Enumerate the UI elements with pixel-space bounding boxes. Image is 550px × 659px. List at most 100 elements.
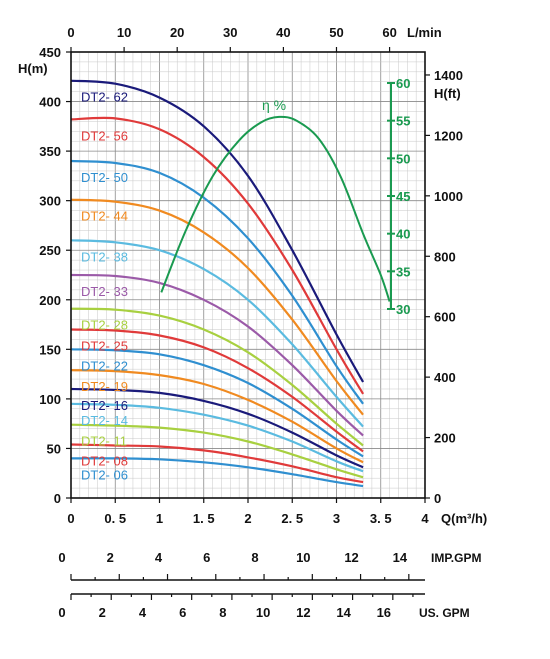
curve-label-3: DT2- 44 (81, 209, 128, 224)
us-gpm-tick-label: 12 (296, 605, 310, 620)
y-left-tick-label: 0 (54, 491, 61, 506)
efficiency-curve (160, 115, 391, 302)
head-curve-10 (70, 387, 364, 469)
curve-label-7: DT2- 25 (81, 339, 128, 354)
curve-label-8: DT2- 22 (81, 358, 128, 373)
curve-label-10: DT2- 16 (81, 398, 128, 413)
efficiency-curve-label: η % (262, 97, 286, 113)
imp-gpm-tick-label: 4 (155, 550, 163, 565)
x-bottom-tick-label: 1. 5 (193, 511, 215, 526)
x-bottom-tick-label: 2. 5 (281, 511, 303, 526)
x-top-tick-label: 30 (223, 25, 237, 40)
us-gpm-tick-label: 0 (58, 605, 65, 620)
x-bottom-axis-label: Q(m³/h) (441, 511, 487, 526)
head-curve-4 (70, 239, 364, 428)
curve-label-2: DT2- 50 (81, 170, 128, 185)
x-top-tick-label: 0 (67, 25, 74, 40)
efficiency-tick-label: 40 (396, 227, 410, 242)
head-curves (70, 79, 365, 488)
curve-label-12: DT2- 11 (81, 434, 127, 449)
imp-gpm-tick-label: 14 (393, 550, 408, 565)
curve-labels: DT2- 62 DT2- 56 DT2- 50 DT2- 44 DT2- 38 DT2- … (81, 90, 128, 483)
efficiency-tick-label: 45 (396, 189, 410, 204)
y-right-tick-label: 0 (434, 491, 441, 506)
head-curve-14 (70, 457, 364, 488)
us-gpm-tick-label: 4 (139, 605, 147, 620)
us-gpm-tick-label: 10 (256, 605, 270, 620)
x-top-tick-label: 60 (382, 25, 396, 40)
imp-gpm-tick-label: 12 (344, 550, 358, 565)
efficiency-tick-label: 30 (396, 302, 410, 317)
x-bottom-tick-label: 3. 5 (370, 511, 392, 526)
head-curve-0 (70, 79, 365, 383)
y-right-tick-label: 400 (434, 370, 456, 385)
y-left-tick-label: 400 (39, 95, 61, 110)
y-left-tick-label: 200 (39, 293, 61, 308)
imp-gpm-axis-label: IMP.GPM (431, 551, 481, 565)
y-right-tick-label: 200 (434, 431, 456, 446)
curve-label-9: DT2- 19 (81, 379, 128, 394)
x-bottom-tick-label: 4 (421, 511, 429, 526)
x-bottom-tick-label: 1 (156, 511, 163, 526)
imp-gpm-tick-label: 2 (107, 550, 114, 565)
head-curve-8 (70, 348, 364, 458)
efficiency-tick-label: 50 (396, 151, 410, 166)
x-top-axis-label: L/min (407, 25, 442, 40)
head-curve-1 (70, 116, 365, 395)
curve-label-5: DT2- 33 (81, 284, 128, 299)
curve-label-1: DT2- 56 (81, 128, 128, 143)
x-top-tick-label: 50 (329, 25, 343, 40)
imp-gpm-tick-label: 0 (58, 550, 65, 565)
y-right-tick-label: 1200 (434, 128, 463, 143)
curve-label-4: DT2- 38 (81, 249, 128, 264)
head-curve-3 (70, 198, 364, 416)
y-left-axis-label: H(m) (18, 61, 48, 76)
y-right-tick-label: 600 (434, 310, 456, 325)
curve-label-0: DT2- 62 (81, 90, 128, 105)
curve-label-14: DT2- 06 (81, 467, 128, 482)
efficiency-curve-group: η % (160, 97, 391, 302)
head-curve-9 (70, 369, 364, 464)
x-bottom-tick-label: 2 (244, 511, 251, 526)
us-gpm-tick-label: 16 (377, 605, 391, 620)
curve-label-11: DT2- 14 (81, 413, 128, 428)
us-gpm-axis-label: US. GPM (419, 606, 470, 620)
y-right-tick-label: 800 (434, 249, 456, 264)
head-curve-7 (70, 328, 364, 453)
y-left-tick-label: 250 (39, 243, 61, 258)
us-gpm-tick-label: 14 (336, 605, 351, 620)
y-left-tick-label: 450 (39, 45, 61, 60)
y-left-tick-label: 350 (39, 144, 61, 159)
y-right-tick-label: 1000 (434, 189, 463, 204)
y-left-tick-label: 150 (39, 342, 61, 357)
head-curve-12 (70, 423, 364, 479)
y-left-tick-label: 50 (47, 441, 61, 456)
x-top-tick-label: 10 (117, 25, 131, 40)
head-curve-6 (70, 307, 364, 447)
head-curve-13 (70, 443, 364, 484)
efficiency-tick-label: 35 (396, 264, 410, 279)
curve-label-13: DT2- 08 (81, 453, 128, 468)
curve-label-6: DT2- 28 (81, 318, 128, 333)
imp-gpm-tick-label: 6 (203, 550, 210, 565)
y-left-tick-label: 300 (39, 194, 61, 209)
efficiency-tick-label: 55 (396, 114, 410, 129)
us-gpm-tick-label: 8 (219, 605, 226, 620)
y-right-tick-label: 1400 (434, 68, 463, 83)
x-bottom-tick-label: 0. 5 (104, 511, 126, 526)
y-right-axis-label: H(ft) (434, 86, 461, 101)
us-gpm-tick-label: 2 (99, 605, 106, 620)
efficiency-tick-label: 60 (396, 76, 410, 91)
us-gpm-tick-label: 6 (179, 605, 186, 620)
y-left-tick-label: 100 (39, 392, 61, 407)
x-top-tick-label: 20 (170, 25, 184, 40)
imp-gpm-tick-label: 10 (296, 550, 310, 565)
head-curve-2 (70, 159, 364, 405)
head-curve-11 (70, 402, 364, 473)
x-bottom-tick-label: 3 (333, 511, 340, 526)
head-curve-5 (70, 273, 364, 437)
imp-gpm-tick-label: 8 (251, 550, 258, 565)
